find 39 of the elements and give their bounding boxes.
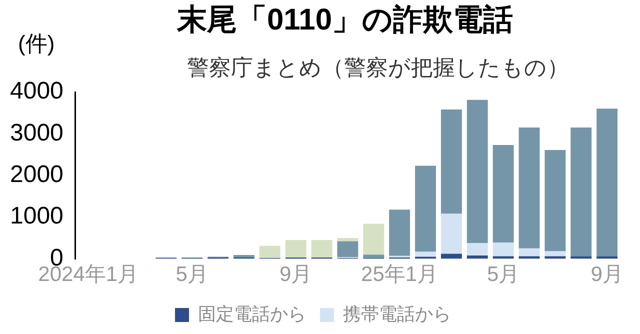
x-tick-label: 9月 — [590, 263, 624, 286]
bar — [259, 246, 280, 258]
bar — [492, 242, 514, 256]
bar — [492, 144, 514, 243]
bar — [363, 254, 384, 258]
bar — [544, 251, 566, 256]
legend-label: 携帯電話から — [343, 304, 451, 324]
chart-title: 末尾「0110」の詐欺電話 — [176, 3, 514, 36]
chart-subtitle: 警察庁まとめ（警察が把握したもの） — [187, 55, 569, 80]
bar — [337, 241, 358, 258]
x-tick-label: 9月 — [279, 263, 312, 286]
bar — [440, 110, 462, 214]
y-tick-label: 1000 — [10, 202, 64, 230]
legend-label: 固定電話から — [198, 304, 306, 324]
bar — [440, 214, 462, 254]
bar — [285, 240, 306, 258]
bar — [337, 238, 358, 242]
bar — [518, 248, 540, 256]
bar — [596, 108, 618, 256]
x-tick-label: 5月 — [176, 263, 208, 286]
bar — [363, 224, 384, 255]
bar — [415, 166, 436, 252]
y-axis-title: (件) — [18, 31, 55, 56]
x-tick-label: 25年1月 — [361, 263, 438, 286]
bar — [311, 240, 332, 258]
y-tick-label: 2000 — [10, 161, 64, 188]
bar — [544, 150, 566, 252]
bar — [440, 254, 462, 259]
bar — [518, 127, 540, 248]
bar — [570, 127, 592, 256]
bar — [466, 255, 488, 259]
y-tick-label: 3000 — [10, 119, 64, 146]
bar — [466, 242, 488, 256]
bar — [466, 100, 488, 243]
bar — [233, 255, 254, 258]
bar — [389, 210, 410, 256]
x-tick-label: 5月 — [486, 263, 520, 286]
y-tick-label: 4000 — [10, 78, 64, 105]
bar — [415, 252, 436, 257]
